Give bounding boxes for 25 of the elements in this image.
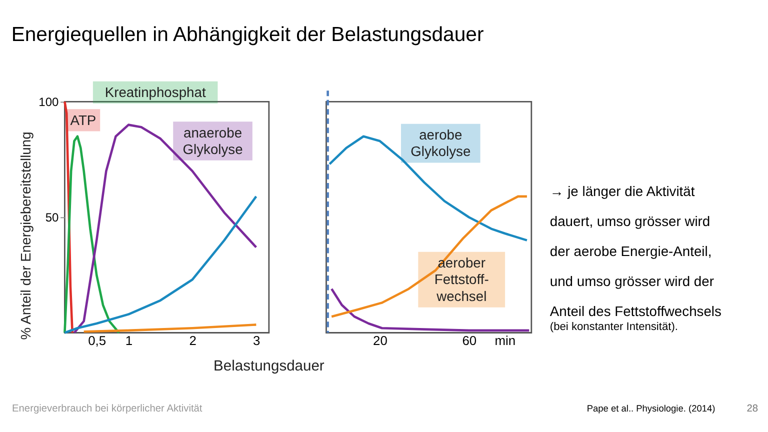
line-series [64,135,120,334]
line-series [82,324,258,333]
text: Pape et al.. Physiologie. (2014) [586,403,716,414]
x-tick-label: min [494,333,516,348]
series-label: anaerobe Glykolyse [182,124,244,157]
text: Kreatinphosphat [104,84,206,100]
x-axis-title: Belastungsdauer [214,358,324,375]
text: (bei konstanter Intensität). [550,320,678,333]
y-axis-title: % Anteil der Energiebereitstellung [18,132,34,340]
y-tick-label: 50 [45,210,59,224]
line-series [73,124,258,334]
text: → je länger die Aktivität dauert, umso grösser wird der aerobe Energie-Anteil, und umso grösser wird der Anteil des Fettstoffwechsels [550,182,722,320]
x-tick-label: 3 [253,333,260,348]
series-label: aerobe Glykolyse [410,126,471,160]
text: Energieverbrauch bei körperlicher Aktivität [12,403,202,414]
chart-title: Energiequellen in Abhängigkeit der Belastungsdauer [11,24,484,46]
text: 28 [746,403,758,414]
x-tick-label: 1 [125,333,133,348]
y-tick-label: 100 [38,94,59,109]
x-tick-label: 60 [462,333,477,348]
line-series [64,195,258,334]
x-tick-label: 20 [373,333,388,348]
x-tick-label: 2 [189,333,196,348]
series-label: ATP [70,112,96,128]
x-tick-label: 0,5 [88,333,106,348]
